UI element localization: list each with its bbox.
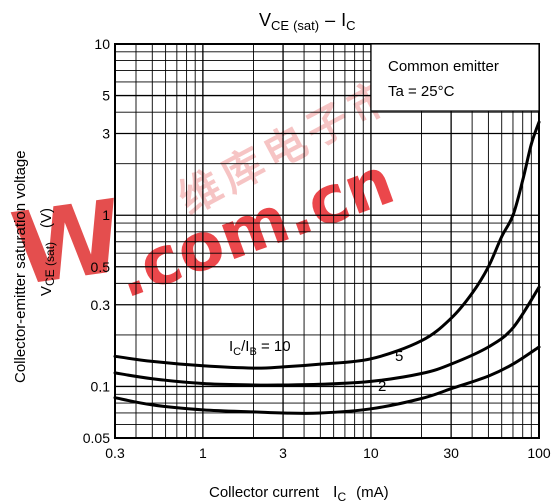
title-i: I [341,10,346,30]
x-label-text: Collector current [209,484,320,501]
curve-label-ratio: IC/IB = 10 [229,338,291,358]
title-ce: CE [271,18,289,33]
y-label-sym: V [38,286,55,296]
chart-title: VCE (sat) – IC [259,10,356,33]
y-tick-label: 1 [102,207,110,223]
curve-label-2: 2 [378,378,386,395]
grid [114,43,540,439]
curve-label-ratio-eq: = 10 [257,338,291,355]
x-label-sym: I [333,484,337,501]
y-tick-label: 3 [102,126,110,142]
curve-ic-ib-5 [113,285,541,387]
y-tick-label: 0.1 [91,378,111,394]
x-tick-label: 10 [363,445,379,461]
x-tick-label: 0.3 [105,445,125,461]
curve-ic-ib-2 [113,345,541,415]
y-label-sub: CE (sat) [43,242,57,286]
watermark-w: W [5,177,131,308]
title-sat: (sat) [293,18,319,33]
curve-label-ratio-slash: /I [241,338,249,355]
y-tick-label: 5 [102,88,110,104]
legend: Common emitter Ta = 25°C [370,43,540,112]
curve-ic-ib-10 [113,120,541,370]
x-tick-label: 100 [527,445,551,461]
plot-frame [114,43,540,439]
y-tick-label: 0.05 [83,430,110,446]
x-axis-label: Collector current IC (mA) [209,484,389,504]
legend-box [370,43,540,112]
y-axis-label-line1: Collector-emitter saturation voltage [12,150,29,383]
legend-line2: Ta = 25°C [388,83,455,100]
x-label-unit: (mA) [356,484,389,501]
curves [113,120,541,415]
y-axis-label-line2: VCE (sat) (V) [38,208,57,296]
title-v: V [259,10,271,30]
x-label-sub: C [338,490,347,504]
tick-labels: 0.3 1 3 10 30 100 0.05 0.1 0.3 0.5 1 3 5 10 [83,36,551,461]
y-tick-label: 0.3 [91,297,111,313]
curve-label-ratio-sub1: C [233,346,241,358]
title-dash: – [325,10,335,30]
curve-label-ratio-sub2: B [249,346,256,358]
curve-label-5: 5 [395,348,403,365]
title-c: C [346,18,355,33]
y-label-unit: (V) [38,208,55,228]
x-tick-label: 1 [199,445,207,461]
y-tick-label: 10 [94,36,110,52]
y-tick-label: 0.5 [91,259,111,275]
x-tick-label: 3 [279,445,287,461]
x-tick-label: 30 [443,445,459,461]
legend-line1: Common emitter [388,58,499,75]
curve-label-ratio-sym: I [229,338,233,355]
